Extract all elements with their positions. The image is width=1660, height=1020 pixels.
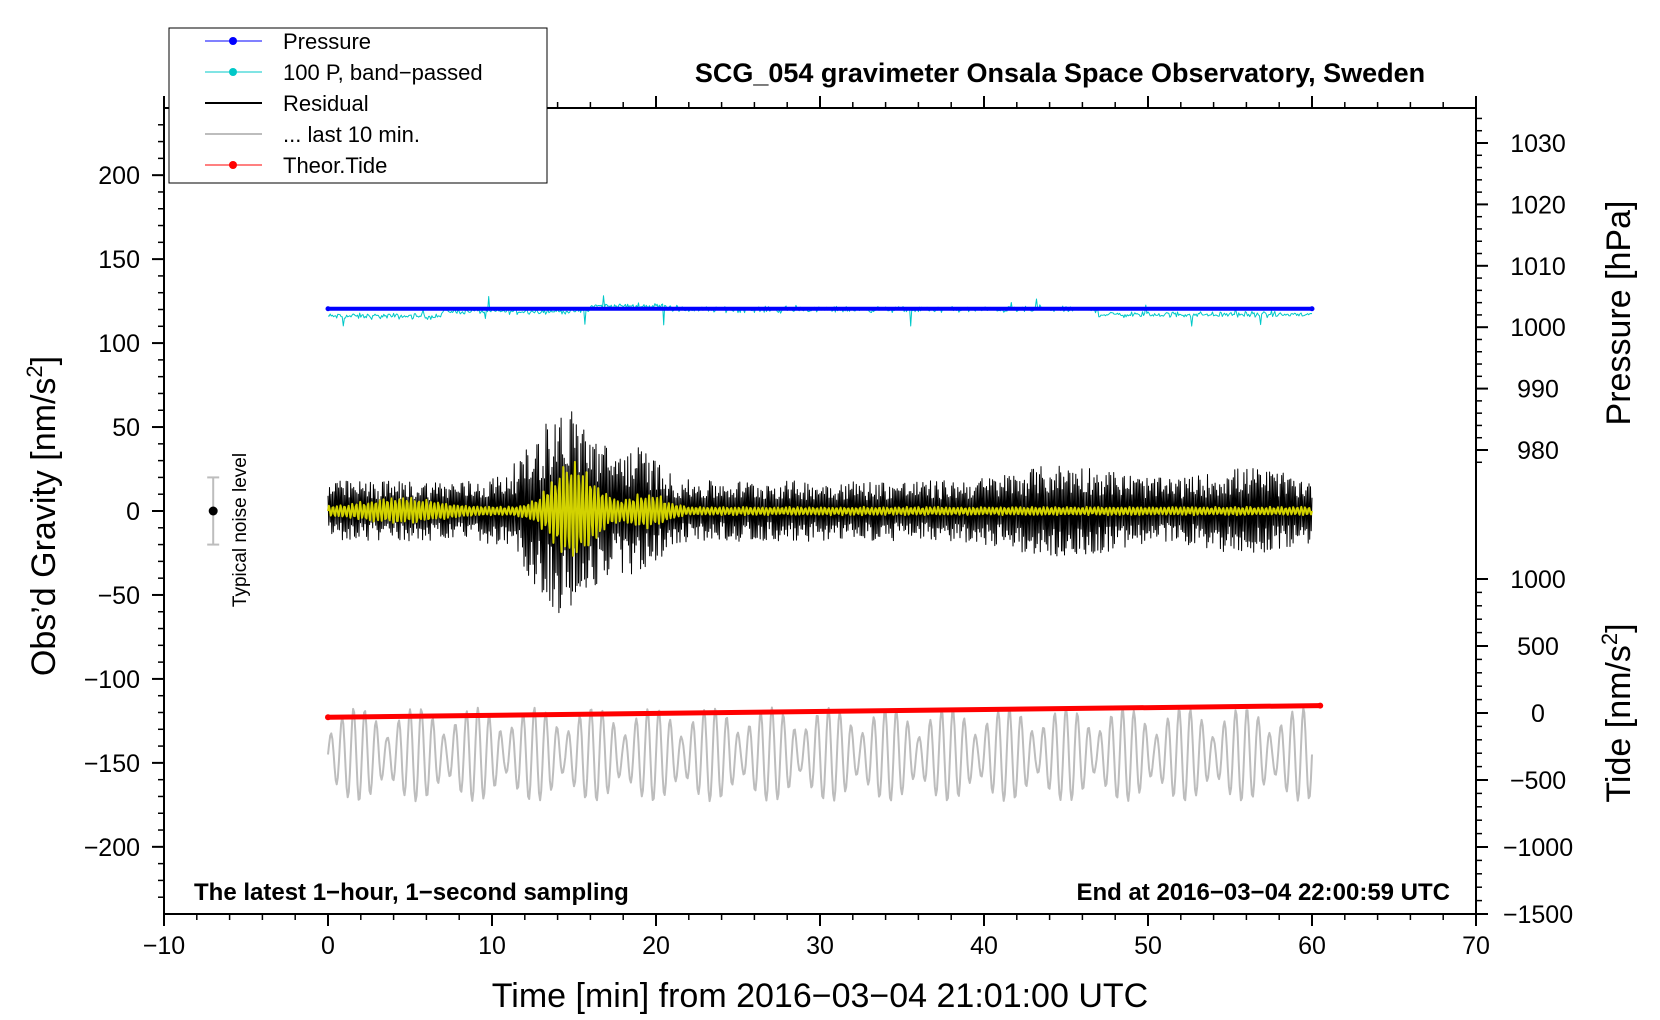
- x-tick-label: 70: [1462, 932, 1490, 960]
- tide-marker: [1317, 702, 1324, 709]
- y-axis-label-pressure: Pressure [hPa]: [1600, 201, 1638, 426]
- y-tick-label-pressure: 990: [1517, 376, 1559, 404]
- x-tick-label: 10: [478, 932, 506, 960]
- x-tick-label: 30: [806, 932, 834, 960]
- y-tick-label-tide: 500: [1517, 633, 1559, 661]
- y-tick-label-pressure: 1020: [1510, 191, 1566, 219]
- y-tick-label-gravity: 200: [98, 162, 140, 190]
- legend-label: ... last 10 min.: [283, 122, 420, 147]
- y-tick-label-gravity: 50: [112, 414, 140, 442]
- series-layer: [325, 295, 1324, 803]
- legend-items: Pressure 100 P, band−passed Residual ... la…: [205, 29, 483, 178]
- pressure-marker: [1309, 306, 1315, 312]
- legend-box: [168, 27, 548, 184]
- legend-label: Residual: [283, 91, 369, 116]
- legend: Pressure 100 P, band−passed Residual ... la…: [168, 27, 548, 184]
- y-axis-label-gravity: Obs’d Gravity [nm/s2]: [22, 356, 63, 676]
- x-axis-label: Time [min] from 2016−03−04 21:01:00 UTC: [492, 977, 1148, 1015]
- legend-marker: [229, 68, 237, 76]
- legend-marker: [229, 37, 237, 45]
- legend-marker: [229, 161, 237, 169]
- y-tick-label-tide: −1000: [1503, 834, 1573, 862]
- x-tick-label: 0: [321, 932, 335, 960]
- x-tick-label: 60: [1298, 932, 1326, 960]
- x-tick-label: 50: [1134, 932, 1162, 960]
- noise-bar: [207, 476, 220, 546]
- series-residual: [327, 411, 1313, 614]
- legend-label: Theor.Tide: [283, 153, 387, 178]
- y-tick-label-tide: −1500: [1503, 901, 1573, 929]
- legend-label: Pressure: [283, 29, 371, 54]
- y-tick-label-gravity: −50: [98, 582, 140, 610]
- series-last-10-min: [327, 706, 1313, 803]
- noise-bar-label: Typical noise level: [230, 453, 251, 607]
- pressure-marker: [325, 306, 331, 312]
- y-axis-label-tide-close: ]: [1600, 623, 1638, 632]
- y-tick-label-gravity: −100: [84, 666, 140, 694]
- y-tick-label-tide: 1000: [1510, 566, 1566, 594]
- x-tick-label: 40: [970, 932, 998, 960]
- y-tick-label-pressure: 1010: [1510, 253, 1566, 281]
- y-tick-label-pressure: 1000: [1510, 314, 1566, 342]
- y-tick-label-tide: −500: [1510, 767, 1566, 795]
- y-tick-label-gravity: 100: [98, 330, 140, 358]
- y-tick-label-gravity: 150: [98, 246, 140, 274]
- y-tick-label-pressure: 980: [1517, 437, 1559, 465]
- x-tick-label: −10: [143, 932, 185, 960]
- chart-title: SCG_054 gravimeter Onsala Space Observat…: [695, 58, 1425, 88]
- noise-bar-dot: [208, 506, 218, 516]
- legend-label: 100 P, band−passed: [283, 60, 483, 85]
- y-axis-label-gravity-sup: 2: [22, 365, 47, 377]
- y-tick-label-tide: 0: [1531, 700, 1545, 728]
- x-tick-label: 20: [642, 932, 670, 960]
- y-axis-label-tide-text: Tide [nm/s: [1600, 645, 1638, 802]
- y-tick-label-pressure: 1030: [1510, 130, 1566, 158]
- y-axis-label-tide: Tide [nm/s2]: [1597, 623, 1638, 802]
- annotation-sampling: The latest 1−hour, 1−second sampling: [194, 879, 629, 906]
- y-tick-label-gravity: −150: [84, 750, 140, 778]
- tide-marker: [325, 714, 331, 721]
- annotation-end-time: End at 2016−03−04 22:00:59 UTC: [1076, 879, 1450, 906]
- series-bandpassed-pressure: [327, 295, 1313, 327]
- y-tick-label-gravity: −200: [84, 834, 140, 862]
- axes-layer: −10 0 10 20 30 40 50 60 70200150100500−50−100−15…: [84, 96, 1573, 960]
- y-tick-label-gravity: 0: [126, 498, 140, 526]
- y-axis-label-tide-sup: 2: [1597, 633, 1622, 645]
- series-filtered-residual: [327, 460, 1313, 557]
- y-axis-label-gravity-text: Obs’d Gravity [nm/s: [25, 378, 63, 677]
- y-axis-label-gravity-close: ]: [25, 356, 63, 365]
- series-theor-tide: [327, 703, 1321, 720]
